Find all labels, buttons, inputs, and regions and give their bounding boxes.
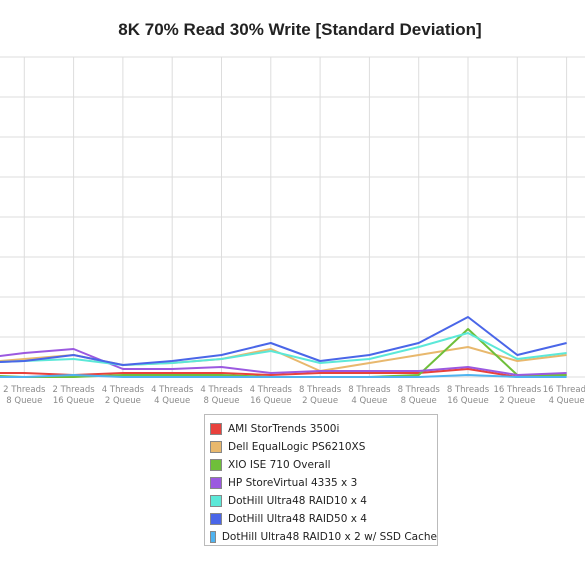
legend-item: XIO ISE 710 Overall [210,456,437,474]
chart-title: 8K 70% Read 30% Write [Standard Deviatio… [118,20,481,39]
series-line-6 [0,374,567,378]
legend-item: AMI StorTrends 3500i [210,420,437,438]
legend-item: DotHill Ultra48 RAID10 x 4 [210,492,437,510]
x-tick-label: 4 Threads 16 Queue [250,385,293,406]
x-tick-label: 8 Threads 4 Queue [348,385,391,406]
x-tick-label: 16 Threads 2 Queue [493,385,541,406]
legend-swatch [210,477,222,489]
x-tick-label: 8 Threads 8 Queue [398,385,441,406]
legend-item: DotHill Ultra48 RAID10 x 2 w/ SSD Cache [210,528,437,546]
legend-label: DotHill Ultra48 RAID10 x 4 [228,495,367,507]
legend-swatch [210,423,222,435]
x-tick-label: 2 Threads 8 Queue [3,385,46,406]
x-tick-label: 8 Threads 16 Queue [447,385,490,406]
legend-swatch [210,513,222,525]
x-tick-label: 8 Threads 2 Queue [299,385,342,406]
legend-label: DotHill Ultra48 RAID10 x 2 w/ SSD Cache [221,531,437,543]
chart-series [0,316,567,378]
legend-swatch [210,531,216,543]
series-line-4 [0,332,567,366]
legend-label: Dell EqualLogic PS6210XS [228,441,366,453]
x-tick-label: 4 Threads 4 Queue [151,385,194,406]
legend: AMI StorTrends 3500i Dell EqualLogic PS62… [204,414,438,546]
legend-label: DotHill Ultra48 RAID50 x 4 [228,513,367,525]
legend-item: HP StoreVirtual 4335 x 3 [210,474,437,492]
legend-label: HP StoreVirtual 4335 x 3 [228,477,358,489]
legend-item: Dell EqualLogic PS6210XS [210,438,437,456]
x-tick-label: 2 Threads 16 Queue [52,385,95,406]
series-line-5 [0,316,567,366]
legend-swatch [210,459,222,471]
legend-swatch [210,441,222,453]
x-tick-label: 4 Threads 2 Queue [102,385,145,406]
chart-grid [0,56,585,378]
legend-item: DotHill Ultra48 RAID50 x 4 [210,510,437,528]
series-line-1 [0,346,567,372]
legend-label: AMI StorTrends 3500i [228,423,340,435]
x-tick-label: 4 Threads 8 Queue [200,385,243,406]
legend-label: XIO ISE 710 Overall [228,459,331,471]
series-line-3 [0,348,567,376]
legend-swatch [210,495,222,507]
